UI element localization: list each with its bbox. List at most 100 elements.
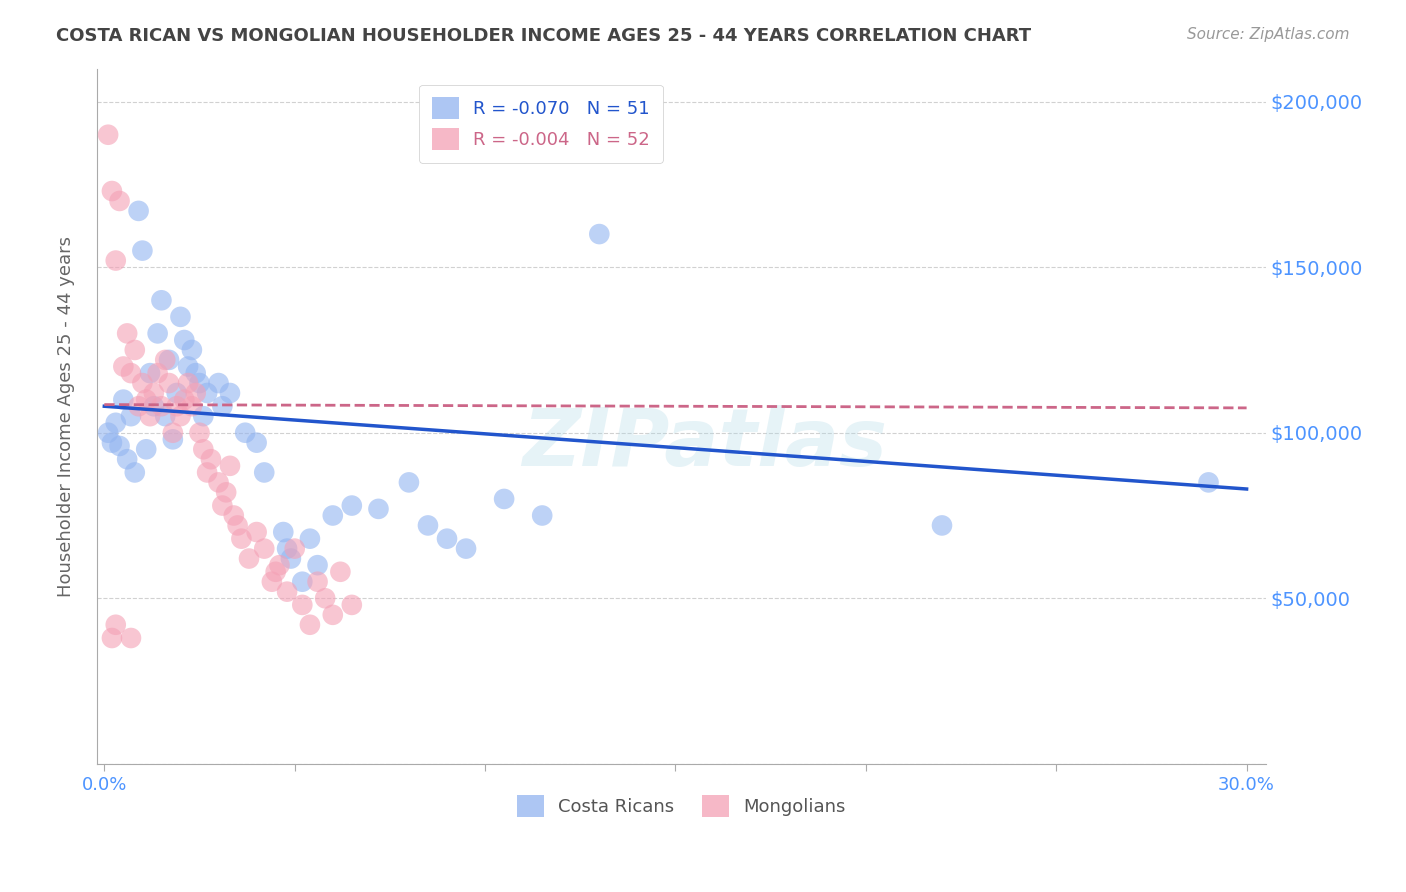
Point: [131, 244, 153, 258]
Point: [188, 425, 211, 440]
Point: [322, 508, 344, 523]
Point: [166, 399, 188, 413]
Point: [253, 466, 276, 480]
Point: [193, 409, 215, 424]
Point: [207, 475, 229, 490]
Point: [298, 617, 321, 632]
Point: [142, 399, 165, 413]
Point: [246, 524, 269, 539]
Point: [188, 376, 211, 390]
Point: [340, 598, 363, 612]
Point: [150, 399, 173, 413]
Point: [139, 409, 162, 424]
Point: [115, 452, 138, 467]
Point: [231, 532, 253, 546]
Point: [454, 541, 477, 556]
Point: [494, 491, 516, 506]
Point: [124, 343, 146, 357]
Point: [298, 532, 321, 546]
Point: [531, 508, 554, 523]
Point: [173, 392, 195, 407]
Point: [280, 551, 302, 566]
Point: [155, 409, 177, 424]
Point: [264, 565, 287, 579]
Point: [120, 366, 142, 380]
Point: [588, 227, 610, 241]
Point: [271, 524, 294, 539]
Point: [322, 607, 344, 622]
Point: [276, 584, 298, 599]
Point: [142, 386, 165, 401]
Point: [157, 352, 180, 367]
Point: [101, 435, 124, 450]
Point: [146, 366, 169, 380]
Point: [219, 386, 242, 401]
Point: [128, 203, 150, 218]
Point: [207, 376, 229, 390]
Point: [436, 532, 458, 546]
Point: [155, 352, 177, 367]
Point: [150, 293, 173, 308]
Point: [329, 565, 352, 579]
Legend: Costa Ricans, Mongolians: Costa Ricans, Mongolians: [509, 788, 852, 824]
Point: [104, 253, 127, 268]
Point: [398, 475, 420, 490]
Point: [124, 466, 146, 480]
Point: [253, 541, 276, 556]
Point: [307, 558, 329, 573]
Point: [131, 376, 153, 390]
Point: [139, 366, 162, 380]
Point: [367, 501, 389, 516]
Point: [211, 399, 233, 413]
Point: [101, 631, 124, 645]
Point: [104, 617, 127, 632]
Point: [135, 392, 157, 407]
Point: [931, 518, 953, 533]
Point: [104, 416, 127, 430]
Point: [200, 452, 222, 467]
Point: [177, 376, 200, 390]
Point: [169, 310, 191, 324]
Point: [169, 409, 191, 424]
Text: ZIPatlas: ZIPatlas: [522, 405, 887, 483]
Text: COSTA RICAN VS MONGOLIAN HOUSEHOLDER INCOME AGES 25 - 44 YEARS CORRELATION CHART: COSTA RICAN VS MONGOLIAN HOUSEHOLDER INC…: [56, 27, 1032, 45]
Point: [108, 439, 131, 453]
Point: [238, 551, 260, 566]
Point: [269, 558, 291, 573]
Point: [211, 499, 233, 513]
Point: [260, 574, 283, 589]
Point: [112, 359, 135, 374]
Point: [97, 128, 120, 142]
Y-axis label: Householder Income Ages 25 - 44 years: Householder Income Ages 25 - 44 years: [58, 235, 75, 597]
Point: [184, 366, 207, 380]
Point: [226, 518, 249, 533]
Point: [135, 442, 157, 457]
Point: [416, 518, 439, 533]
Point: [1198, 475, 1220, 490]
Point: [101, 184, 124, 198]
Point: [307, 574, 329, 589]
Point: [222, 508, 245, 523]
Text: Source: ZipAtlas.com: Source: ZipAtlas.com: [1187, 27, 1350, 42]
Point: [128, 399, 150, 413]
Point: [108, 194, 131, 208]
Point: [193, 442, 215, 457]
Point: [340, 499, 363, 513]
Point: [162, 425, 184, 440]
Point: [166, 386, 188, 401]
Point: [177, 359, 200, 374]
Point: [314, 591, 336, 606]
Point: [276, 541, 298, 556]
Point: [233, 425, 256, 440]
Point: [173, 333, 195, 347]
Point: [97, 425, 120, 440]
Point: [112, 392, 135, 407]
Point: [162, 433, 184, 447]
Point: [180, 399, 202, 413]
Point: [184, 386, 207, 401]
Point: [180, 343, 202, 357]
Point: [291, 598, 314, 612]
Point: [195, 386, 218, 401]
Point: [291, 574, 314, 589]
Point: [284, 541, 307, 556]
